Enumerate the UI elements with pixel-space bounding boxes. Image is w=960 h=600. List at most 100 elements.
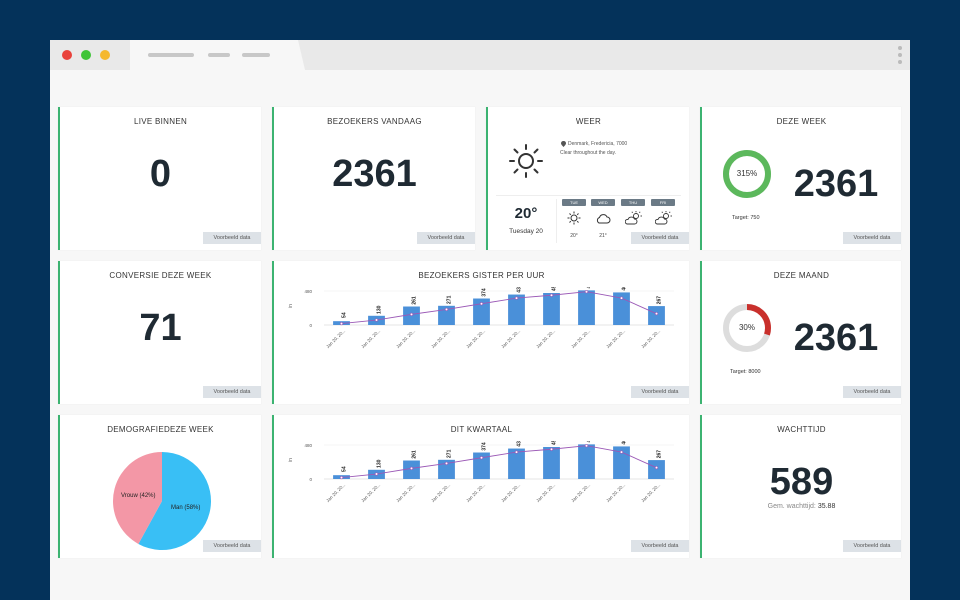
weather-temperature: 20° (514, 205, 538, 222)
trend-point (619, 450, 624, 454)
y-axis-label: in (288, 304, 294, 308)
average-wait-time: Gem. wachttijd: 35.88 (702, 503, 901, 510)
card-visitors-today: BEZOEKERS VANDAAG 2361 Voorbeeld data (272, 107, 475, 250)
conversion-value: 71 (139, 307, 182, 349)
trend-point (584, 444, 589, 448)
trend-point (444, 461, 449, 466)
x-tick-label: Jan 20, 20... (500, 482, 521, 503)
card-title: DEZE WEEK (776, 117, 827, 126)
average-wait-value: 35.88 (817, 503, 836, 510)
quarter-bar-chart: 0 480 in 54 Jan 20, 20... 130 Jan 20, 20... 261… (288, 441, 674, 503)
wait-time-value: 589 (769, 461, 834, 503)
trend-point (479, 302, 484, 306)
x-tick-label: Jan 20, 20... (395, 328, 416, 349)
data-label: 130 (377, 459, 383, 468)
data-label: 271 (447, 295, 453, 304)
chart-bar (543, 446, 560, 479)
y-axis-label: in (288, 458, 294, 462)
data-label: 374 (482, 442, 488, 451)
sample-data-badge: Voorbeeld data (843, 232, 901, 244)
card-hourly-chart: BEZOEKERS GISTER PER UUR 0 480 in 54 Jan 20,… (272, 261, 689, 404)
pie-slice (138, 452, 211, 550)
card-title: DIT KWARTAAL (450, 425, 513, 434)
x-tick-label: Jan 20, 20... (465, 482, 486, 503)
card-title: LIVE BINNEN (133, 117, 188, 126)
trend-point (374, 472, 379, 476)
hourly-bar-chart: 0 480 in 54 Jan 20, 20... 130 Jan 20, 20... 261… (288, 287, 674, 349)
trend-line (341, 445, 657, 479)
data-label: 54 (342, 312, 348, 318)
trend-point (409, 466, 414, 470)
card-title: DEZE MAAND (773, 271, 830, 280)
trend-point (654, 312, 659, 316)
chart-bar (543, 292, 560, 325)
pie-slice (113, 452, 162, 544)
demographics-pie-chart: Man (58%) Vrouw (42%) (113, 452, 211, 550)
x-tick-label: Jan 20, 20... (395, 482, 416, 503)
this-week-value: 2361 (793, 163, 879, 205)
close-window-button[interactable] (62, 50, 72, 60)
trend-point (549, 447, 554, 451)
sun-icon (509, 144, 543, 178)
menu-dots-icon[interactable] (898, 46, 902, 67)
sample-data-badge: Voorbeeld data (203, 232, 261, 244)
data-label: 261 (412, 296, 418, 305)
data-label: 261 (412, 450, 418, 459)
cloud-icon (596, 214, 611, 224)
x-tick-label: Jan 20, 20... (535, 328, 556, 349)
chart-bar (648, 306, 665, 325)
sample-data-badge: Voorbeeld data (203, 540, 261, 552)
trend-point (409, 312, 414, 316)
chart-bar (438, 305, 455, 325)
card-title: CONVERSIE DEZE WEEK (109, 271, 212, 280)
chart-bar (508, 448, 525, 479)
x-tick-label: Jan 20, 20... (325, 328, 346, 349)
forecast-day: WED (591, 199, 615, 206)
chart-bar (648, 460, 665, 479)
data-label: 54 (342, 466, 348, 472)
pie-label: Vrouw (42%) (121, 493, 155, 499)
weather-description: Clear throughout the day. (560, 150, 617, 156)
card-live: LIVE BINNEN 0 Voorbeeld data (58, 107, 261, 250)
sample-data-badge: Voorbeeld data (417, 232, 475, 244)
tab-title-placeholder (208, 53, 230, 57)
trend-point (654, 466, 659, 470)
card-this-week: DEZE WEEK 315% Target: 750 2361 Voorbeel… (700, 107, 901, 250)
data-label: 489 (587, 287, 593, 289)
x-tick-label: Jan 20, 20... (500, 328, 521, 349)
average-wait-label: Gem. wachttijd: (767, 503, 816, 510)
card-demographics: DEMOGRAFIEDEZE WEEK Man (58%) Vrouw (42%)… (58, 415, 261, 558)
chart-bar (473, 298, 490, 325)
target-label: Target: 8000 (730, 369, 761, 375)
chart-bar (508, 294, 525, 325)
data-label: 430 (517, 287, 523, 293)
trend-point (339, 321, 344, 326)
card-title: BEZOEKERS GISTER PER UUR (418, 271, 545, 280)
target-label: Target: 750 (732, 215, 760, 221)
trend-point (619, 296, 624, 300)
y-tick-label: 0 (309, 477, 312, 482)
weather-location: Denmark, Fredericia, 7000 (568, 141, 628, 147)
trend-point (339, 475, 344, 480)
chart-bar (613, 292, 630, 325)
card-title: DEMOGRAFIEDEZE WEEK (107, 425, 214, 434)
divider (496, 195, 681, 196)
sample-data-badge: Voorbeeld data (631, 232, 689, 244)
maximize-window-button[interactable] (81, 50, 91, 60)
data-label: 374 (482, 288, 488, 297)
card-weather: WEER Denmark, Fredericia, 7000 Clear thr… (486, 107, 689, 250)
chart-bar (438, 459, 455, 479)
divider (556, 199, 557, 243)
data-label: 452 (552, 287, 558, 291)
x-tick-label: Jan 20, 20... (640, 482, 661, 503)
trend-point (514, 450, 519, 454)
tab-title-placeholder (148, 53, 194, 57)
y-tick-label: 480 (304, 443, 312, 448)
trend-point (444, 307, 449, 312)
x-tick-label: Jan 20, 20... (360, 328, 381, 349)
data-label: 430 (517, 441, 523, 447)
progress-ring-arc (723, 150, 771, 198)
x-tick-label: Jan 20, 20... (535, 482, 556, 503)
trend-point (479, 456, 484, 460)
minimize-window-button[interactable] (100, 50, 110, 60)
